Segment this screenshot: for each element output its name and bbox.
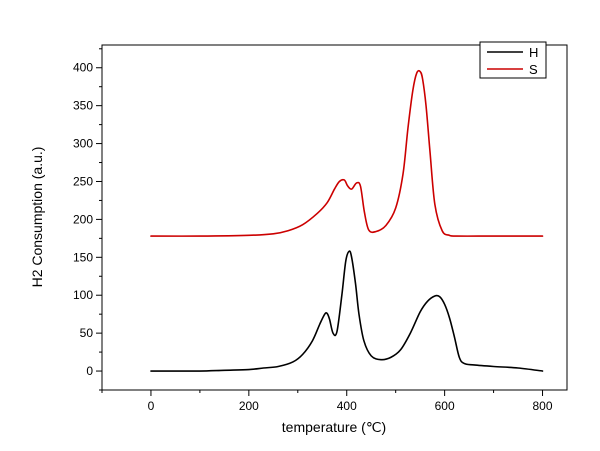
series-layer (150, 69, 544, 372)
legend-label-h: H (529, 45, 538, 60)
y-tick-label: 400 (73, 61, 93, 75)
y-tick-label: 300 (73, 137, 93, 151)
y-tick-label: 0 (86, 364, 93, 378)
legend-label-s: S (529, 62, 538, 77)
x-tick-label: 200 (239, 399, 259, 413)
x-axis-title: temperature (℃) (282, 419, 386, 435)
legend: H S (479, 41, 547, 79)
legend-box (479, 41, 547, 79)
plot-frame (101, 44, 568, 391)
x-tick-label: 800 (533, 399, 553, 413)
y-tick-label: 100 (73, 288, 93, 302)
y-tick-label: 200 (73, 212, 93, 226)
y-tick-label: 50 (80, 326, 94, 340)
x-tick-label: 400 (337, 399, 357, 413)
y-tick-label: 350 (73, 99, 93, 113)
x-tick-label: 0 (148, 399, 155, 413)
y-tick-label: 250 (73, 174, 93, 188)
series-line-h (150, 250, 544, 372)
x-tick-label: 600 (435, 399, 455, 413)
series-line-s (150, 69, 544, 237)
y-axis-title: H2 Consumption (a.u.) (29, 147, 45, 288)
y-tick-label: 150 (73, 250, 93, 264)
axis-ticks: 0 200 400 600 800 0 50 100 150 200 250 300 350 400 (73, 48, 553, 413)
